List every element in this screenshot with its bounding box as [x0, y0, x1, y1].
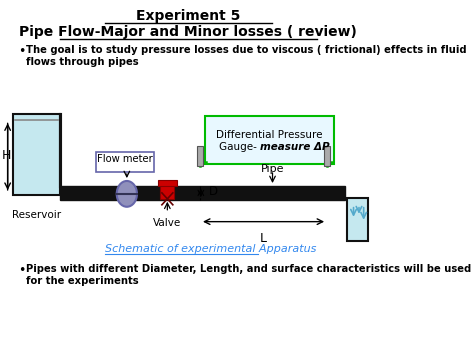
Text: H: H	[1, 149, 11, 162]
Text: Experiment 5: Experiment 5	[136, 9, 241, 23]
Bar	[60, 186, 345, 200]
Text: Valve: Valve	[153, 218, 182, 228]
Text: Gauge-: Gauge-	[219, 142, 260, 152]
FancyBboxPatch shape	[205, 116, 334, 164]
Bar	[158, 180, 177, 186]
FancyBboxPatch shape	[96, 152, 154, 172]
Text: Pipe: Pipe	[261, 164, 284, 174]
Text: •: •	[18, 264, 25, 277]
Text: L: L	[260, 231, 267, 245]
Bar	[197, 146, 203, 166]
Circle shape	[117, 181, 137, 207]
Text: Flow meter: Flow meter	[97, 154, 153, 164]
Text: Reservoir: Reservoir	[12, 210, 61, 220]
Text: •: •	[18, 45, 25, 58]
Text: The goal is to study pressure losses due to viscous ( frictional) effects in flu: The goal is to study pressure losses due…	[26, 45, 466, 67]
Bar	[160, 183, 174, 199]
Bar	[346, 198, 368, 241]
Text: Schematic of experimental Apparatus: Schematic of experimental Apparatus	[105, 245, 317, 255]
Bar	[324, 146, 330, 166]
Bar	[13, 114, 60, 195]
Text: Differential Pressure: Differential Pressure	[216, 130, 323, 140]
Text: Pipes with different Diameter, Length, and surface characteristics will be used
: Pipes with different Diameter, Length, a…	[26, 264, 471, 286]
Text: Pipe Flow-Major and Minor losses ( review): Pipe Flow-Major and Minor losses ( revie…	[19, 25, 357, 39]
Text: D: D	[209, 185, 218, 198]
Text: measure ΔP: measure ΔP	[260, 142, 330, 152]
